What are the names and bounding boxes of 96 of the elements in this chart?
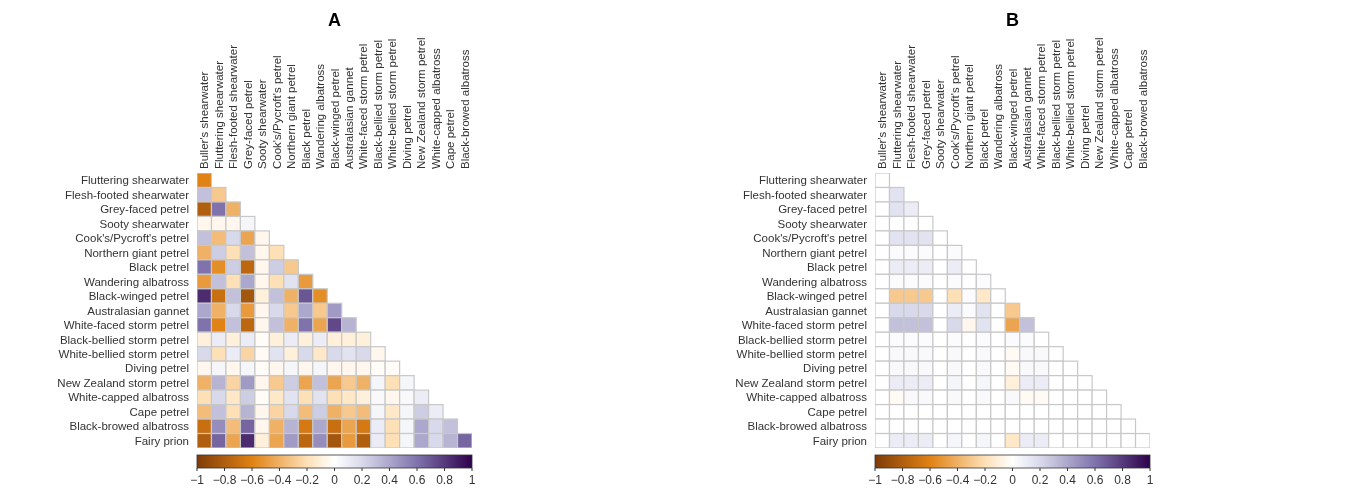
y-tick-label: White-faced storm petrel — [63, 319, 189, 332]
y-tick-label: Black-browed albatross — [69, 420, 190, 433]
x-tick-label: Northern giant petrel — [963, 64, 976, 169]
x-tick-label: Cook's/Pycroft's petrel — [948, 55, 961, 169]
x-tick-label: Sooty shearwater — [934, 79, 947, 169]
x-tick-label: Diving petrel — [1078, 105, 1091, 169]
color-bar-label: 0.2 — [353, 473, 371, 487]
color-bar-label: 1 — [1146, 473, 1154, 487]
y-tick-label: Fairy prion — [134, 434, 189, 447]
y-tick-label: Black-winged petrel — [766, 290, 867, 303]
color-bar-label: 1 — [468, 473, 476, 487]
y-tick-label: White-bellied storm petrel — [58, 348, 189, 360]
x-tick-label: Australasian gannet — [1020, 66, 1033, 169]
y-tick-label: White-faced storm petrel — [741, 319, 867, 332]
x-tick-label: Black petrel — [977, 108, 990, 169]
y-tick-label: Australasian gannet — [87, 304, 190, 317]
x-tick-label: Black-browed albatross — [458, 49, 471, 169]
y-tick-label: Black-bellied storm petrel — [737, 333, 867, 346]
y-tick-label: White-capped albatross — [68, 391, 190, 404]
color-bar-label: −0.6 — [240, 473, 265, 487]
x-tick-label: New Zealand storm petrel — [415, 37, 428, 169]
x-tick-label: Diving petrel — [400, 105, 413, 169]
y-tick-label: Northern giant petrel — [762, 246, 867, 259]
y-tick-label: Flesh-footed shearwater — [742, 188, 868, 201]
chart-title: B — [1005, 10, 1020, 31]
y-tick-label: White-capped albatross — [746, 391, 868, 404]
x-tick-label: Black-browed albatross — [1136, 49, 1149, 169]
x-tick-label: Wandering albatross — [992, 63, 1005, 169]
x-tick-label: Black-winged petrel — [1006, 68, 1019, 169]
x-tick-label: Cook's/Pycroft's petrel — [270, 55, 283, 169]
y-tick-label: New Zealand storm petrel — [57, 376, 189, 389]
color-bar-label: −0.8 — [890, 473, 915, 487]
x-tick-label: Buller's shearwater — [876, 71, 889, 169]
color-bar-label: −0.4 — [945, 473, 970, 487]
color-bar-label: −0.2 — [295, 473, 320, 487]
color-bar-label: 0 — [1009, 473, 1017, 487]
x-tick-label: Cape petrel — [444, 109, 457, 169]
x-tick-label: Australasian gannet — [342, 66, 355, 169]
x-tick-label: White-capped albatross — [1107, 47, 1120, 169]
x-tick-label: White-bellied storm petrel — [386, 38, 399, 169]
y-tick-label: Fluttering shearwater — [80, 174, 190, 187]
y-tick-label: White-bellied storm petrel — [736, 348, 867, 360]
y-tick-label: Black petrel — [128, 261, 189, 274]
x-tick-label: Sooty shearwater — [256, 79, 269, 169]
y-tick-label: Grey-faced petrel — [778, 203, 867, 216]
y-tick-label: Wandering albatross — [83, 275, 190, 288]
y-tick-label: Black petrel — [806, 261, 867, 274]
color-bar-label: 0.8 — [1114, 473, 1132, 487]
x-tick-label: Black-bellied storm petrel — [371, 39, 384, 169]
x-tick-label: Black petrel — [299, 108, 312, 169]
x-tick-label: Grey-faced petrel — [241, 80, 254, 169]
x-tick-label: Black-winged petrel — [328, 68, 341, 169]
y-tick-label: Cook's/Pycroft's petrel — [753, 232, 867, 245]
y-tick-label: Diving petrel — [125, 362, 189, 375]
x-tick-label: Grey-faced petrel — [919, 80, 932, 169]
y-tick-label: Cape petrel — [129, 405, 189, 418]
color-bar-label: 0.6 — [1086, 473, 1104, 487]
x-tick-label: White-faced storm petrel — [357, 43, 370, 169]
color-bar-label: 0.4 — [381, 473, 399, 487]
x-tick-label: Black-bellied storm petrel — [1049, 39, 1062, 169]
y-tick-label: Cape petrel — [807, 405, 867, 418]
y-tick-label: Cook's/Pycroft's petrel — [75, 232, 189, 245]
y-tick-label: Northern giant petrel — [84, 246, 189, 259]
x-tick-label: Northern giant petrel — [285, 64, 298, 169]
y-tick-label: Wandering albatross — [761, 275, 868, 288]
color-bar-label: 0.2 — [1031, 473, 1049, 487]
y-tick-label: Diving petrel — [803, 362, 867, 375]
color-bar-label: −0.6 — [918, 473, 943, 487]
y-tick-label: Fairy prion — [812, 434, 867, 447]
color-bar-label: −0.2 — [973, 473, 998, 487]
y-tick-label: New Zealand storm petrel — [735, 376, 867, 389]
y-tick-label: Sooty shearwater — [777, 217, 868, 230]
x-tick-label: Wandering albatross — [314, 63, 327, 169]
y-tick-label: Sooty shearwater — [99, 217, 190, 230]
x-tick-label: Buller's shearwater — [198, 71, 211, 169]
x-tick-label: Cape petrel — [1122, 109, 1135, 169]
x-tick-label: White-bellied storm petrel — [1064, 38, 1077, 169]
color-bar-label: −1 — [190, 473, 205, 487]
color-bar-label: 0 — [331, 473, 339, 487]
x-tick-label: White-faced storm petrel — [1035, 43, 1048, 169]
y-tick-label: Black-bellied storm petrel — [59, 333, 189, 346]
color-bar-label: −0.8 — [212, 473, 237, 487]
color-bar-label: −1 — [868, 473, 883, 487]
chart-title: A — [327, 10, 342, 31]
x-tick-label: New Zealand storm petrel — [1093, 37, 1106, 169]
y-tick-label: Fluttering shearwater — [758, 174, 868, 187]
color-bar-label: −0.4 — [267, 473, 292, 487]
color-bar-label: 0.8 — [436, 473, 454, 487]
y-tick-label: Australasian gannet — [765, 304, 868, 317]
y-tick-label: Grey-faced petrel — [100, 203, 189, 216]
color-bar-label: 0.6 — [408, 473, 426, 487]
y-tick-label: Flesh-footed shearwater — [64, 188, 190, 201]
y-tick-label: Black-winged petrel — [88, 290, 189, 303]
x-tick-label: White-capped albatross — [429, 47, 442, 169]
y-tick-label: Black-browed albatross — [747, 420, 868, 433]
color-bar-label: 0.4 — [1059, 473, 1077, 487]
